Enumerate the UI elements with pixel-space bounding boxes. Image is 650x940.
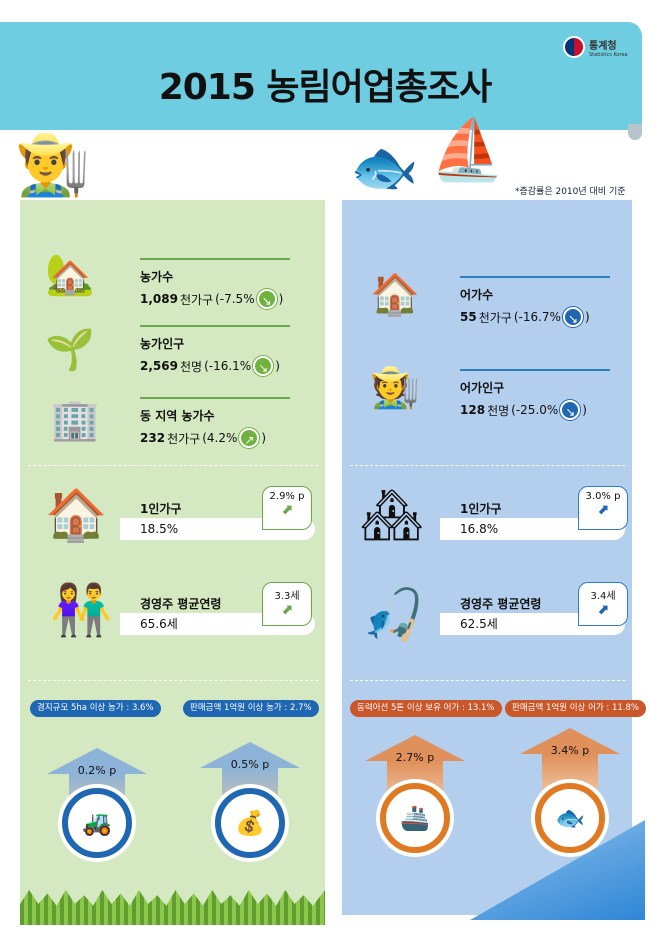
change-value: 2.9% p bbox=[269, 491, 305, 502]
stat-value: 232 bbox=[140, 431, 166, 445]
stat-label: 경영주 평균연령 bbox=[460, 597, 542, 611]
stat-value: 62.5세 bbox=[460, 617, 498, 631]
stat-value: 1,089 bbox=[140, 292, 178, 306]
logo-name: 통계청 bbox=[589, 40, 617, 52]
farm-households-stat: 농가수 1,089 천가구 (-7.5% ↘) bbox=[140, 258, 290, 309]
change-value: 0.2% p bbox=[77, 764, 117, 777]
urban-farm-households-stat: 동 지역 농가수 232 천가구 (4.2% ↗) bbox=[140, 397, 290, 448]
paren: ) bbox=[584, 310, 590, 324]
divider bbox=[350, 465, 625, 466]
stat-label: 1인가구 bbox=[460, 502, 502, 516]
divider bbox=[350, 680, 625, 681]
up-arrow-icon: ⬈ bbox=[281, 602, 293, 618]
change-value: 3.4세 bbox=[590, 591, 616, 602]
fisher-illustration: 🧑‍🌾 bbox=[370, 365, 420, 411]
change-value: 3.4% p bbox=[550, 744, 590, 757]
stat-label: 1인가구 bbox=[140, 502, 182, 516]
down-arrow-icon: ↘ bbox=[560, 400, 581, 420]
paren: ) bbox=[275, 359, 280, 373]
fishery-badge: 동력어선 5톤 이상 보유 어가 : 13.1% bbox=[350, 700, 502, 717]
stat-value: 2,569 bbox=[140, 359, 178, 373]
stat-change: (4.2% bbox=[202, 431, 238, 445]
page-title: 2015 농림어업총조사 bbox=[158, 67, 493, 108]
fishery-households-stat: 어가수 55 천가구 (-16.7% ↘) bbox=[460, 276, 610, 327]
stat-value: 65.6세 bbox=[140, 617, 178, 631]
stat-value: 18.5% bbox=[140, 522, 179, 536]
stat-change: (-25.0% bbox=[511, 403, 559, 417]
statistics-korea-logo: 통계청 Statistics Korea bbox=[563, 36, 628, 58]
up-arrow-icon: ↗ bbox=[239, 428, 260, 448]
change-tag: 2.9% p ⬈ bbox=[262, 486, 312, 530]
farm-population-stat: 농가인구 2,569 천명 (-16.1% ↘) bbox=[140, 325, 290, 376]
change-tag: 3.4세 ⬈ bbox=[578, 582, 628, 626]
fisher-couple-illustration: 🎣 bbox=[362, 586, 425, 644]
down-arrow-icon: ↘ bbox=[256, 289, 277, 309]
paren: ) bbox=[261, 431, 267, 445]
farmer-house-illustration: 🏠 bbox=[45, 486, 108, 544]
change-value: 2.7% p bbox=[395, 751, 435, 764]
stat-label: 농가수 bbox=[140, 270, 174, 284]
farm-badge: 판매금액 1억원 이상 농가 : 2.7% bbox=[183, 700, 319, 717]
up-arrow-icon: ⬈ bbox=[281, 502, 293, 518]
fishery-population-stat: 어가인구 128 천명 (-25.0% ↘) bbox=[460, 369, 610, 420]
stat-unit: 천명 bbox=[179, 359, 203, 374]
sailboat-illustration: ⛵ bbox=[430, 115, 505, 185]
banner-curl bbox=[628, 124, 642, 140]
stat-change: (-16.7% bbox=[513, 310, 561, 324]
farm-badge: 경지규모 5ha 이상 농가 : 3.6% bbox=[30, 700, 161, 717]
logo-mark-icon bbox=[563, 36, 585, 58]
stat-unit: 천가구 bbox=[167, 431, 201, 446]
fishery-badge: 판매금액 1억원 이상 어가 : 11.8% bbox=[505, 700, 646, 717]
fisherman-illustration: 🐟 bbox=[350, 135, 419, 199]
title-banner bbox=[0, 22, 642, 130]
down-arrow-icon: ↘ bbox=[562, 307, 583, 327]
paren: ) bbox=[278, 292, 284, 306]
up-arrow-icon: ⬈ bbox=[597, 502, 609, 518]
buildings-illustration: 🏢 bbox=[50, 397, 100, 443]
farm-couple-illustration: 👫 bbox=[50, 581, 113, 639]
fisher-house-illustration: 🏘 bbox=[360, 486, 424, 544]
fishing-house-illustration: 🏠 bbox=[370, 272, 420, 318]
tractor-icon: 🚜 bbox=[62, 788, 132, 858]
divider bbox=[28, 465, 318, 466]
stat-label: 경영주 평균연령 bbox=[140, 597, 222, 611]
change-value: 3.0% p bbox=[585, 491, 621, 502]
change-tag: 3.3세 ⬈ bbox=[262, 582, 312, 626]
money-grain-icon: 💰 bbox=[215, 788, 285, 858]
change-tag: 3.0% p ⬈ bbox=[578, 486, 628, 530]
stat-value: 128 bbox=[460, 403, 486, 417]
stat-label: 동 지역 농가수 bbox=[140, 409, 215, 423]
down-arrow-icon: ↘ bbox=[253, 356, 274, 376]
farmer-plant-illustration: 🌱 bbox=[45, 327, 95, 373]
farmhouse-illustration: 🏡 bbox=[45, 252, 95, 298]
paren: ) bbox=[582, 403, 587, 417]
money-fish-icon: 🐟 bbox=[535, 783, 605, 853]
up-arrow-icon: ⬈ bbox=[597, 602, 609, 618]
stat-unit: 천명 bbox=[487, 403, 510, 418]
stat-label: 어가인구 bbox=[460, 381, 505, 395]
change-value: 0.5% p bbox=[230, 758, 270, 771]
stat-label: 농가인구 bbox=[140, 337, 185, 351]
stat-value: 55 bbox=[460, 310, 477, 324]
ship-icon: 🚢 bbox=[380, 783, 450, 853]
change-value: 3.3세 bbox=[274, 591, 300, 602]
stat-value: 16.8% bbox=[460, 522, 499, 536]
stat-label: 어가수 bbox=[460, 288, 494, 302]
base-year-note: *증감률은 2010년 대비 기준 bbox=[515, 187, 626, 197]
divider bbox=[28, 680, 318, 681]
logo-sub: Statistics Korea bbox=[589, 51, 628, 58]
farmer-illustration: 👨‍🌾 bbox=[15, 130, 90, 200]
stat-change: (-16.1% bbox=[204, 359, 252, 373]
stat-unit: 천가구 bbox=[179, 292, 214, 307]
stat-unit: 천가구 bbox=[478, 310, 512, 325]
stat-change: (-7.5% bbox=[215, 292, 255, 306]
